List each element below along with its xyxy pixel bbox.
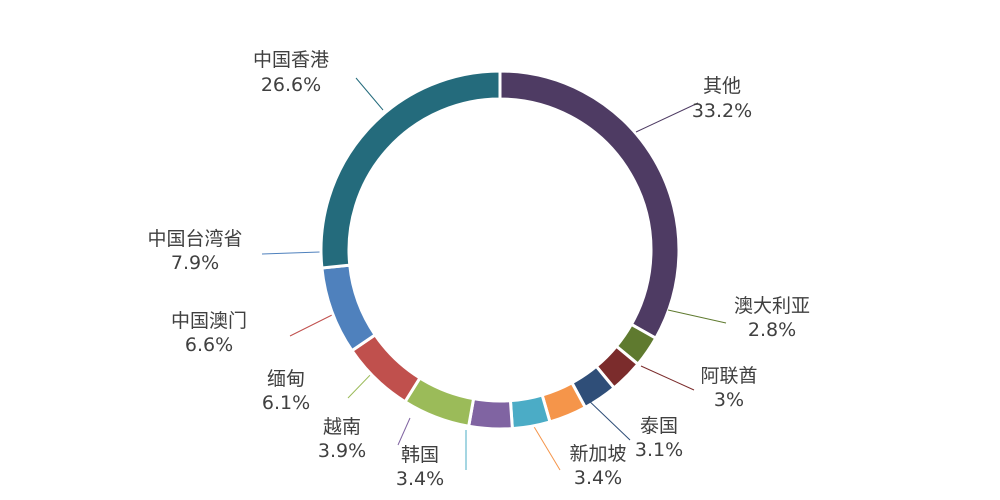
slice-9-category-label: 中国澳门	[171, 310, 247, 332]
slice-4-category-label: 泰国	[640, 415, 678, 437]
slice-11-arc	[319, 69, 502, 270]
slice-6-arc	[508, 393, 552, 431]
slice-10-value-label: 7.9%	[171, 252, 219, 274]
slice-2-leader-line	[667, 309, 727, 324]
slice-1-arc	[498, 69, 681, 341]
slice-7-value-label: 3.9%	[318, 440, 366, 462]
slice-1-category-label: 其他	[703, 75, 741, 97]
slice-5-leader-line	[532, 424, 561, 471]
slice-5-category-label: 新加坡	[569, 443, 626, 465]
slice-9-value-label: 6.6%	[185, 334, 233, 356]
slice-4-value-label: 3.1%	[635, 439, 683, 461]
slice-4-leader-line	[584, 396, 631, 441]
slice-2-value-label: 2.8%	[748, 319, 796, 341]
slice-10-leader-line	[261, 251, 321, 255]
slice-5-value-label: 3.4%	[574, 467, 622, 489]
slice-8-value-label: 6.1%	[262, 392, 310, 414]
slice-11-category-label: 中国香港	[253, 49, 329, 71]
slice-1-value-label: 33.2%	[692, 100, 752, 122]
slice-1-leader-line	[635, 102, 699, 133]
slice-6-category-label: 韩国	[401, 444, 439, 466]
slice-3-value-label: 3%	[714, 389, 744, 411]
slice-10-category-label: 中国台湾省	[147, 228, 242, 250]
slice-6-value-label: 3.4%	[396, 468, 444, 490]
slice-10-arc	[320, 263, 378, 353]
slice-3-leader-line	[640, 365, 695, 391]
slice-11-leader-line	[355, 77, 384, 111]
slice-7-arc	[466, 396, 514, 431]
slice-7-category-label: 越南	[323, 416, 361, 438]
slice-11-value-label: 26.6%	[261, 74, 321, 96]
slice-8-category-label: 缅甸	[267, 368, 305, 390]
slice-7-leader-line	[397, 417, 411, 446]
slice-3-category-label: 阿联酋	[700, 365, 757, 387]
slice-2-category-label: 澳大利亚	[734, 295, 810, 317]
slice-9-leader-line	[289, 313, 335, 337]
